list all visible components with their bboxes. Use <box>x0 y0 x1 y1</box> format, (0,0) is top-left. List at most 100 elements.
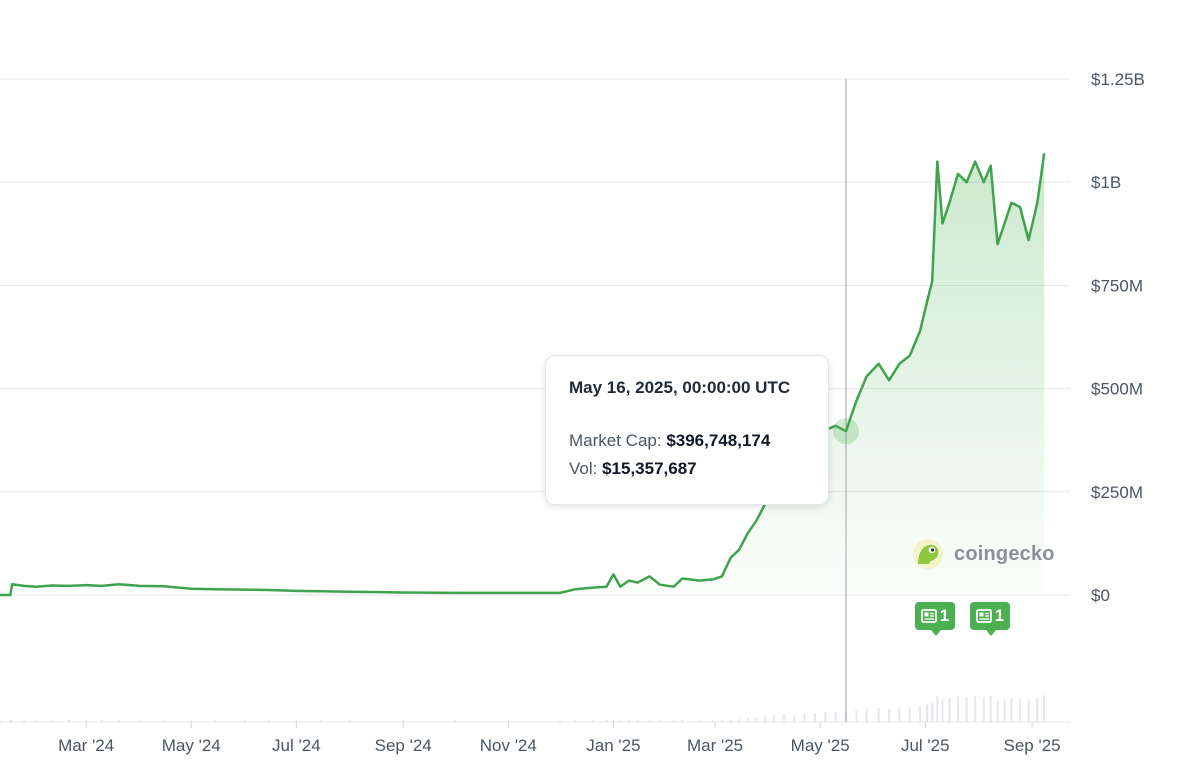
volume-bar <box>855 710 858 722</box>
volume-bar <box>619 720 622 722</box>
volume-bar <box>319 720 322 722</box>
volume-bar <box>931 703 934 722</box>
volume-bar <box>1019 698 1022 722</box>
volume-bar <box>746 718 749 722</box>
volume-bar <box>720 720 723 722</box>
volume-bar <box>865 708 868 722</box>
x-tick-label: Mar '24 <box>58 736 114 755</box>
volume-bar <box>824 712 827 722</box>
volume-bar <box>1027 700 1030 722</box>
hover-point-marker <box>833 418 860 445</box>
volume-bar <box>764 716 767 722</box>
volume-bar <box>636 720 639 722</box>
volume-bar <box>877 708 880 722</box>
x-tick-label: Mar '25 <box>687 736 743 755</box>
x-tick-label: Jan '25 <box>586 736 640 755</box>
volume-bar <box>648 720 651 722</box>
volume-bar <box>348 720 351 722</box>
tooltip-market-cap-row: Market Cap: $396,748,174 <box>569 427 828 455</box>
x-tick-label: Sep '25 <box>1004 736 1061 755</box>
volume-bar <box>1036 698 1039 722</box>
volume-bar <box>267 720 270 722</box>
market-cap-line <box>0 153 1046 597</box>
volume-bar <box>941 699 944 722</box>
volume-bar <box>507 720 510 722</box>
volume-bar <box>658 720 661 722</box>
volume-bar <box>834 711 837 722</box>
volume-bar <box>295 720 298 722</box>
volume-bar <box>772 715 775 722</box>
volume-bar <box>67 720 70 722</box>
volume-bar <box>162 720 165 722</box>
tooltip-volume-label: Vol: <box>569 459 603 478</box>
volume-bar <box>605 720 608 722</box>
volume-bar <box>898 708 901 722</box>
volume-bar <box>11 720 14 722</box>
volume-bar <box>672 720 675 722</box>
volume-bar <box>50 720 53 722</box>
tooltip-market-cap-value: $396,748,174 <box>666 431 771 450</box>
volume-bar <box>1043 695 1046 722</box>
volume-bar <box>23 720 26 722</box>
volume-bar <box>925 704 928 722</box>
y-axis-ticks: $0 $250M $500M $750M $1B $1.25B <box>1091 70 1145 605</box>
volume-bar <box>698 720 701 722</box>
news-badge[interactable]: 1 <box>915 602 955 636</box>
volume-bar <box>989 696 992 722</box>
volume-bar <box>1003 699 1006 722</box>
x-tick-label: May '25 <box>791 736 850 755</box>
volume-bar <box>574 720 577 722</box>
y-tick-label: $1B <box>1091 173 1121 192</box>
tooltip-market-cap-label: Market Cap: <box>569 431 667 450</box>
volume-bar <box>35 720 38 722</box>
x-axis-ticks: Mar '24 May '24 Jul '24 Sep '24 Nov '24 Jan '… <box>58 722 1061 755</box>
volume-bar <box>0 720 1 722</box>
volume-bar <box>738 719 741 722</box>
news-badge-count: 1 <box>939 606 950 625</box>
volume-bar <box>117 720 120 722</box>
volume-bar <box>1010 698 1013 722</box>
y-tick-label: $750M <box>1091 276 1143 295</box>
volume-bar <box>948 698 951 722</box>
tooltip-volume-value: $15,357,687 <box>602 459 697 478</box>
newspaper-icon <box>975 609 992 623</box>
x-tick-label: Jul '25 <box>901 736 950 755</box>
y-tick-label: $1.25B <box>1091 70 1145 89</box>
gridlines <box>0 78 1070 723</box>
chart-tooltip: May 16, 2025, 00:00:00 UTC Market Cap: $… <box>545 355 829 505</box>
newspaper-icon <box>920 609 937 623</box>
volume-bar <box>9 720 12 722</box>
volume-bar <box>793 714 796 722</box>
volume-bar <box>100 720 103 722</box>
volume-bar <box>813 713 816 722</box>
news-badge[interactable]: 1 <box>970 602 1010 636</box>
volume-bar <box>982 697 985 722</box>
volume-bar <box>957 696 960 722</box>
volume-bar <box>627 720 630 722</box>
volume-bar <box>908 707 911 722</box>
volume-bar <box>965 697 968 722</box>
volume-bar <box>974 695 977 722</box>
volume-bar <box>681 720 684 722</box>
volume-bar <box>558 720 561 722</box>
tooltip-date: May 16, 2025, 00:00:00 UTC <box>569 378 791 397</box>
y-tick-label: $500M <box>1091 380 1143 399</box>
volume-bar <box>214 720 217 722</box>
news-badge-count: 1 <box>994 606 1005 625</box>
volume-bar <box>612 720 615 722</box>
y-tick-label: $0 <box>1091 586 1110 605</box>
volume-bar <box>919 706 922 722</box>
volume-bar <box>755 717 758 722</box>
x-tick-label: Nov '24 <box>480 736 537 755</box>
x-tick-label: Sep '24 <box>375 736 432 755</box>
x-tick-label: Jul '24 <box>272 736 321 755</box>
market-cap-area <box>0 153 1045 596</box>
volume-bar <box>138 720 141 722</box>
volume-bar <box>712 720 715 722</box>
volume-bar <box>591 720 594 722</box>
volume-bar <box>243 720 246 722</box>
volume-bar <box>996 700 999 722</box>
volume-bar <box>85 720 88 722</box>
gecko-logo-icon <box>913 539 943 569</box>
volume-bar <box>782 714 785 722</box>
